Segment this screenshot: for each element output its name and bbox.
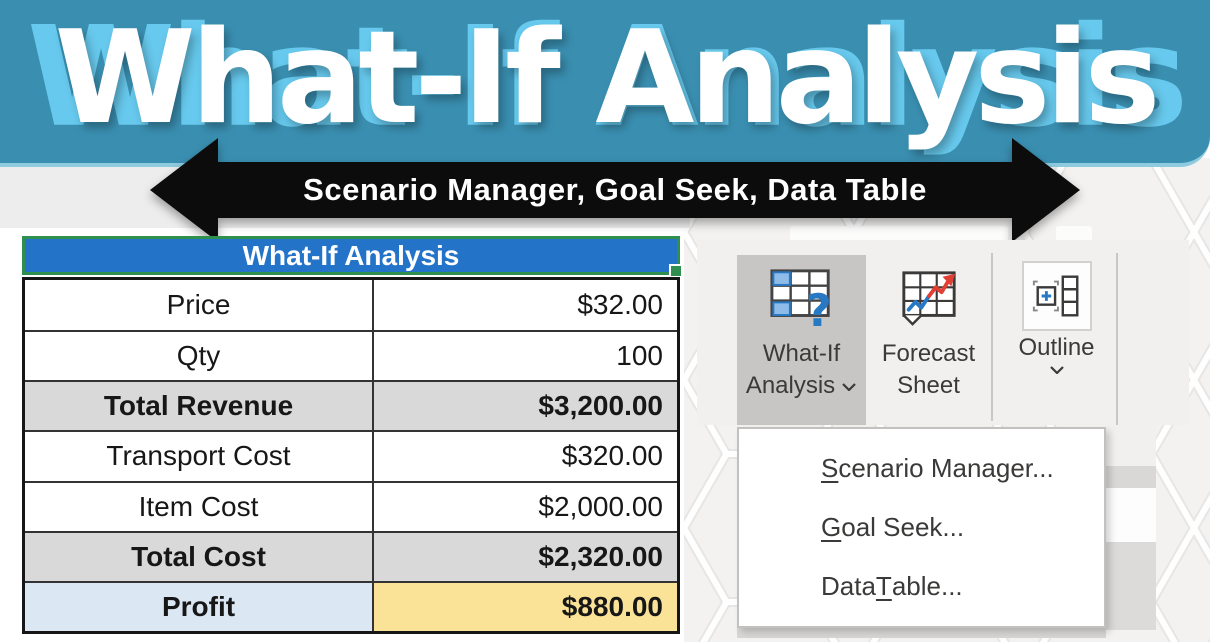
label-cell[interactable]: Qty (25, 332, 374, 381)
teal-header-band: What-If Analysis What-If Analysis (0, 0, 1210, 167)
ribbon-remnant (1056, 226, 1092, 240)
sheet-remnant (1106, 542, 1156, 630)
page-title-shadow: What-If Analysis (26, 0, 1188, 159)
svg-text:?: ? (805, 285, 831, 331)
sheet-remnant (1106, 488, 1156, 542)
label-cell[interactable]: Total Cost (25, 532, 374, 581)
value-cell[interactable]: $2,320.00 (374, 532, 677, 581)
label-cell[interactable]: Total Revenue (25, 382, 374, 431)
ribbon-remnant (790, 226, 1008, 240)
value-cell[interactable]: 100 (616, 340, 663, 372)
whatif-analysis-button[interactable]: ? What-If Analysis (737, 255, 866, 425)
menu-item-text: oal Seek... (841, 512, 965, 542)
value-cell[interactable]: $880.00 (374, 582, 677, 631)
menu-item-text: cenario Manager... (838, 453, 1054, 483)
table-row: Qty 100 (25, 330, 677, 381)
sheet-remnant (1106, 425, 1156, 466)
menu-item-text: able... (891, 571, 963, 601)
forecast-label-line2: Sheet (897, 372, 960, 399)
selection-fill-handle[interactable] (669, 264, 683, 278)
chevron-down-icon (1049, 366, 1064, 374)
whatif-label-line2: Analysis (745, 372, 836, 399)
whatif-analysis-icon: ? (769, 267, 835, 337)
forecast-label-line1: Forecast (881, 340, 976, 367)
menu-item-text: Data (821, 571, 876, 601)
ribbon-group-divider (991, 253, 993, 421)
page-title: What-If Analysis What-If Analysis (0, 0, 1210, 163)
menu-shadow-strip (737, 628, 1106, 638)
value-cell[interactable]: $2,000.00 (538, 490, 663, 522)
sheet-remnant (1106, 466, 1156, 488)
sheet-header-label: What-If Analysis (242, 239, 460, 271)
table-row: Total Revenue $3,200.00 (25, 380, 677, 431)
label-cell[interactable]: Price (25, 280, 374, 331)
page-title-text: What-If Analysis (54, 4, 1161, 153)
whatif-label-line1: What-If (762, 340, 841, 367)
sheet-header-cell[interactable]: What-If Analysis (22, 236, 683, 278)
label-cell[interactable]: Profit (25, 582, 374, 631)
worksheet-table: Price $32.00 Qty 100 Total Revenue $3,20… (22, 277, 680, 634)
value-cell[interactable]: $32.00 (577, 289, 663, 321)
banner-subtitle: Scenario Manager, Goal Seek, Data Table (303, 172, 927, 207)
outline-label: Outline (1018, 334, 1095, 361)
forecast-sheet-icon (899, 267, 959, 337)
table-row: Item Cost $2,000.00 (25, 480, 677, 531)
outline-button[interactable]: Outline (998, 255, 1115, 425)
arrow-shape (150, 138, 1080, 242)
table-row: Transport Cost $320.00 (25, 430, 677, 481)
menu-item-mnemonic: G (821, 512, 842, 542)
table-row: Price $32.00 (25, 280, 677, 331)
table-row: Total Cost $2,320.00 (25, 530, 677, 581)
double-arrow-banner (150, 138, 1080, 242)
label-cell[interactable]: Item Cost (25, 482, 374, 531)
menu-item-mnemonic: T (875, 571, 892, 601)
table-row: Profit $880.00 (25, 580, 677, 631)
label-cell[interactable]: Transport Cost (25, 432, 374, 481)
outline-icon (1021, 261, 1092, 331)
chevron-down-icon (842, 382, 856, 391)
forecast-sheet-button[interactable]: Forecast Sheet (867, 255, 990, 425)
ribbon-group-divider (1116, 253, 1118, 455)
value-cell[interactable]: $3,200.00 (374, 382, 677, 431)
value-cell[interactable]: $320.00 (561, 440, 663, 472)
menu-item-mnemonic: S (821, 453, 839, 483)
